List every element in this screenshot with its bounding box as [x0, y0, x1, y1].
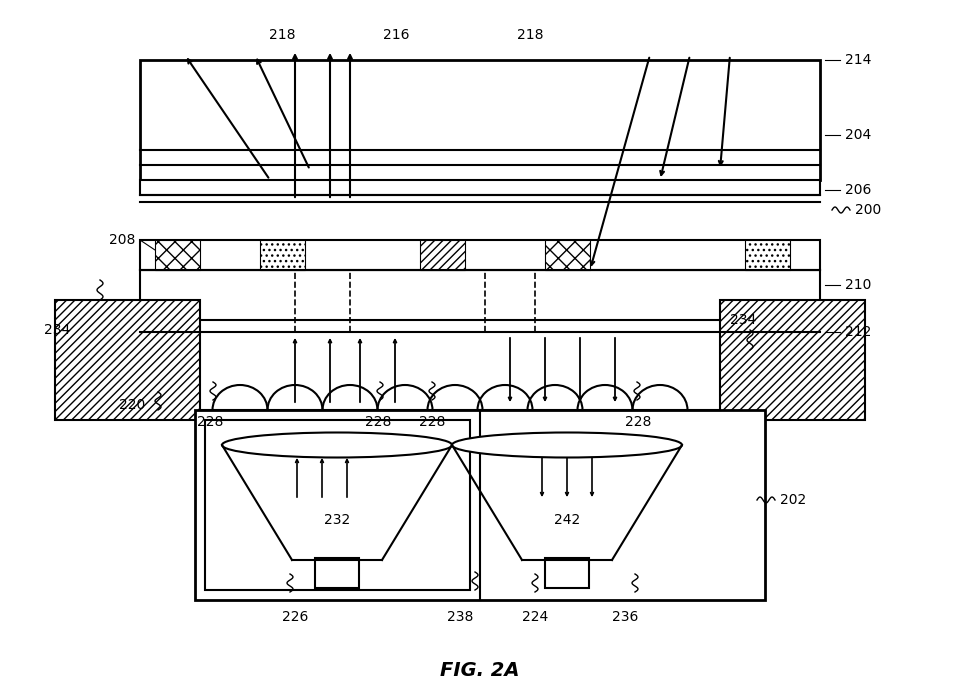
Text: 204: 204: [845, 128, 872, 142]
Text: 218: 218: [269, 28, 296, 42]
Text: 214: 214: [845, 53, 872, 67]
Ellipse shape: [452, 433, 682, 458]
Bar: [140, 180, 820, 195]
Text: 228: 228: [365, 415, 391, 429]
Text: 224: 224: [522, 610, 548, 624]
Bar: [315, 558, 359, 588]
Text: 210: 210: [845, 278, 872, 292]
Text: 226: 226: [282, 610, 308, 624]
Text: 220: 220: [119, 398, 145, 412]
Text: 242: 242: [554, 513, 580, 527]
Bar: [720, 300, 865, 420]
Bar: [420, 240, 465, 270]
Text: 228: 228: [625, 415, 651, 429]
Bar: [745, 240, 790, 270]
Text: 216: 216: [383, 28, 409, 42]
Bar: [55, 300, 200, 420]
Text: 234: 234: [44, 323, 70, 337]
Text: 232: 232: [324, 513, 350, 527]
Bar: [140, 60, 820, 180]
Text: 228: 228: [419, 415, 445, 429]
Text: 218: 218: [516, 28, 543, 42]
Bar: [140, 240, 820, 270]
Bar: [195, 410, 765, 600]
Bar: [260, 240, 305, 270]
Bar: [545, 240, 590, 270]
Text: 234: 234: [730, 313, 756, 327]
Text: 202: 202: [780, 493, 806, 507]
Text: 228: 228: [197, 415, 223, 429]
Bar: [140, 270, 820, 320]
Text: 208: 208: [108, 233, 135, 247]
Text: 236: 236: [612, 610, 638, 624]
Bar: [545, 558, 589, 588]
Text: FIG. 2A: FIG. 2A: [441, 661, 519, 680]
Text: 212: 212: [845, 325, 872, 339]
Text: 238: 238: [446, 610, 473, 624]
Text: 200: 200: [855, 203, 881, 217]
Ellipse shape: [222, 433, 452, 458]
Text: 206: 206: [845, 183, 872, 197]
Bar: [205, 420, 470, 590]
Bar: [155, 240, 200, 270]
